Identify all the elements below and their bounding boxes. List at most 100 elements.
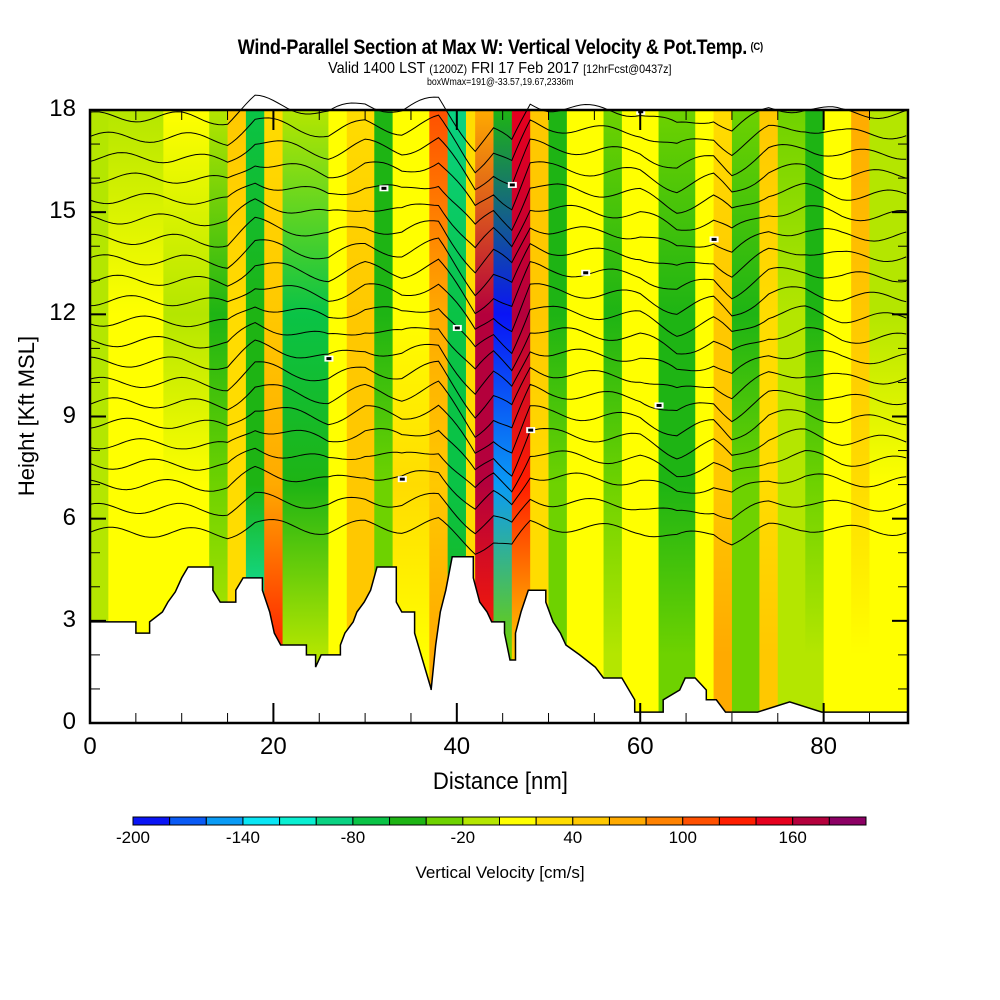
isentrope-line [89,305,907,355]
isentrope-label-mark [326,357,332,361]
isentrope-line [89,491,907,535]
field-column [511,110,531,723]
colorbar-swatch [205,816,244,826]
x-axis-label: Distance [nm] [0,768,1000,796]
isentrope-label-mark [711,237,717,241]
field-column [548,110,568,723]
isentrope-line [89,322,907,372]
y-tick-label: 6 [62,503,76,531]
field-column [465,110,476,723]
copyright-mark: (C) [750,41,763,53]
colorbar-swatch [169,816,207,826]
y-tick-label: 12 [49,299,76,327]
field-column [713,110,733,723]
field-column [328,110,348,723]
colorbar-swatch [608,816,647,826]
isentrope-line [89,137,907,191]
x-tick-label: 20 [260,733,287,760]
y-tick-label: 15 [49,197,76,225]
colorbar-tick-label: 160 [778,828,807,847]
isentrope-line [89,283,907,333]
colorbar-swatch [792,816,830,826]
field-column [209,110,229,723]
colorbar-swatch [718,816,757,826]
x-tick-label: 40 [443,733,471,760]
colorbar-tick-label: -140 [225,828,260,847]
isentrope-line [89,161,907,211]
x-axis-label-text: Distance [nm] [432,768,568,795]
colorbar-tick-label: 100 [668,828,697,847]
x-tick-label: 0 [83,733,97,760]
terrain-profile [89,556,909,724]
isentrope-label-mark [381,186,387,190]
field-column [227,110,247,723]
y-tick-label: 9 [62,401,76,429]
isentrope-line [89,198,907,249]
isentrope-label-mark [509,183,515,187]
colorbar [132,816,867,826]
colorbar-tick-label: -200 [115,828,151,847]
terrain [89,556,909,724]
isentrope-line [90,216,907,274]
isentrope-label-mark [454,326,460,330]
field-column [658,110,696,723]
isentrope-line [89,517,907,555]
colorbar-tick-label: -80 [340,828,366,847]
x-tick-label: 60 [626,733,654,760]
field-column [823,110,852,723]
field-column [245,110,265,723]
field-column [603,110,623,723]
valid-prefix: Valid 1400 LST [328,60,426,77]
valid-time-line: Valid 1400 LST (1200Z) FRI 17 Feb 2017 [… [0,60,1000,78]
isentrope-line [89,182,907,232]
isentrope-line [89,94,907,153]
field-column [493,110,513,723]
colorbar-swatch [132,816,171,826]
isentrope-line [89,114,907,174]
forecast-info: [12hrFcst@0437z] [583,62,672,76]
isentrope-line [89,237,907,297]
colorbar-swatch [425,816,464,826]
colorbar-swatch [279,816,317,826]
x-tick-label: 80 [810,733,837,760]
field-column [731,110,761,723]
colorbar-swatch [315,816,354,826]
isentrope-line [89,447,907,493]
y-tick-label: 0 [62,708,76,735]
colorbar-swatch [389,816,427,826]
y-tick-label: 18 [49,95,76,122]
isentrope-line [89,380,907,439]
field-column [759,110,779,723]
plot-axes [88,108,910,725]
y-axis-label: Height [Kft MSL] [14,335,39,497]
colorbar-swatch [828,816,867,826]
box-info-line: boxWmax=191@-33.57,19.67,2336m [0,77,1000,88]
colorbar-tick-label: 40 [563,828,583,847]
isentrope-line [89,465,907,510]
colorbar-label: Vertical Velocity [cm/s] [415,863,585,882]
isentrope-line [89,404,907,454]
isentrope-label-mark [656,403,662,407]
field-column [695,110,715,723]
isentrope-line [89,360,907,419]
chart-title-text: Wind-Parallel Section at Max W: Vertical… [237,36,747,59]
field-column [851,110,871,723]
isentrope-label-mark [583,271,589,275]
colorbar-swatch [682,816,720,826]
chart-title: Wind-Parallel Section at Max W: Vertical… [0,36,1000,60]
y-tick-label: 3 [62,605,76,633]
isentrope-line [89,427,907,477]
colorbar-swatch [499,816,537,826]
valid-date: FRI 17 Feb 2017 [471,60,580,77]
isentrope-line [89,339,907,395]
valid-utc: (1200Z) [429,62,468,76]
field-column [282,110,330,723]
field-column [566,110,605,723]
field-column [777,110,806,723]
colorbar-swatch [645,816,684,826]
isentrope-line [89,258,907,315]
isentrope-contours [89,94,907,555]
colorbar-swatch [352,816,391,826]
isentrope-label-mark [399,477,405,481]
colorbar-swatch [572,816,610,826]
